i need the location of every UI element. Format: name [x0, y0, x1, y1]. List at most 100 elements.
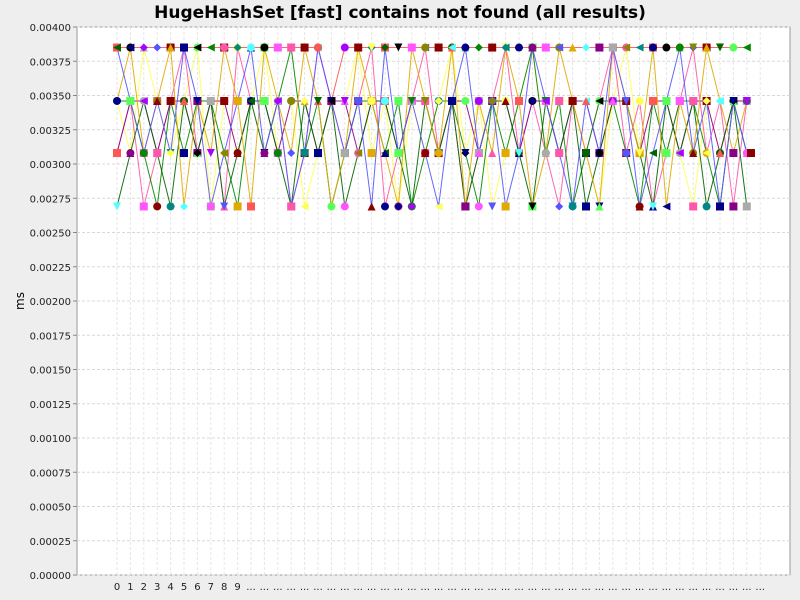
y-tick-label: 0.00000 — [30, 571, 71, 582]
x-tick-label: 9 — [234, 582, 240, 593]
data-point — [300, 149, 309, 158]
data-point — [474, 202, 483, 211]
data-point — [742, 202, 751, 211]
data-point — [448, 43, 456, 52]
x-tick-label: ... — [595, 582, 605, 593]
data-point — [729, 96, 738, 105]
x-tick-label: ... — [755, 582, 765, 593]
x-tick-label: ... — [608, 582, 618, 593]
x-tick-label: ... — [702, 582, 712, 593]
data-point — [742, 96, 751, 105]
data-point — [220, 202, 229, 211]
data-point — [260, 43, 269, 52]
data-point — [381, 96, 389, 105]
x-tick-label: ... — [662, 582, 672, 593]
data-point — [662, 149, 671, 158]
data-point — [515, 149, 523, 158]
x-tick-label: 8 — [221, 582, 227, 593]
data-point — [582, 149, 590, 158]
x-tick-label: ... — [688, 582, 698, 593]
data-point — [555, 43, 564, 52]
data-point — [113, 149, 121, 158]
x-tick-label: ... — [461, 582, 471, 593]
data-point — [434, 96, 443, 105]
data-point — [394, 202, 403, 211]
series-line — [116, 47, 748, 207]
data-point — [582, 43, 590, 52]
data-point — [153, 96, 162, 105]
data-point — [233, 43, 242, 52]
x-tick-label: ... — [541, 582, 551, 593]
y-tick-label: 0.00175 — [30, 331, 71, 342]
x-tick-label: ... — [434, 582, 444, 593]
data-point — [407, 202, 416, 211]
data-point — [193, 96, 202, 105]
data-point — [367, 96, 376, 105]
x-tick-label: 6 — [194, 582, 200, 593]
x-tick-label: ... — [487, 582, 497, 593]
data-point — [689, 96, 698, 105]
data-point — [675, 149, 684, 158]
data-point — [528, 96, 537, 105]
data-point — [515, 96, 523, 105]
data-point — [742, 43, 751, 52]
grid-lines — [77, 26, 790, 576]
x-tick-label: ... — [648, 582, 658, 593]
data-point — [434, 43, 443, 52]
data-point — [340, 202, 349, 211]
data-point — [649, 149, 657, 158]
data-point — [139, 149, 148, 158]
data-point — [381, 43, 389, 52]
data-point — [340, 149, 349, 158]
data-point — [193, 149, 202, 158]
data-point — [568, 96, 577, 105]
data-point — [394, 43, 403, 52]
data-point — [273, 43, 282, 52]
data-point — [113, 96, 121, 105]
chart-title: HugeHashSet [fast] contains not found (a… — [154, 3, 646, 23]
data-point — [340, 43, 349, 52]
data-point — [662, 96, 671, 105]
data-point — [555, 149, 564, 158]
y-tick-label: 0.00300 — [30, 160, 71, 171]
data-point — [233, 202, 242, 211]
data-point — [747, 149, 755, 158]
data-point — [515, 43, 523, 52]
data-point — [434, 202, 443, 211]
data-point — [488, 43, 497, 52]
data-point — [206, 202, 215, 211]
data-point — [180, 149, 188, 158]
x-tick-label: 2 — [141, 582, 147, 593]
data-point — [381, 149, 389, 158]
data-point — [394, 96, 403, 105]
data-point — [716, 96, 724, 105]
x-tick-label: ... — [729, 582, 739, 593]
y-tick-label: 0.00400 — [30, 23, 71, 34]
data-point — [421, 43, 430, 52]
data-point — [407, 43, 416, 52]
data-point — [702, 43, 711, 52]
data-point — [354, 43, 363, 52]
data-point — [153, 43, 162, 52]
data-point — [220, 96, 229, 105]
data-point — [689, 43, 698, 52]
data-point — [729, 202, 738, 211]
x-tick-label: ... — [367, 582, 377, 593]
data-point — [287, 149, 296, 158]
x-tick-label: ... — [568, 582, 578, 593]
data-point — [166, 96, 175, 105]
y-axis: 0.00000 0.00025 0.00050 0.00075 0.00100 0.001… — [30, 23, 77, 582]
data-point — [139, 202, 148, 211]
data-point — [180, 96, 188, 105]
data-point — [595, 202, 604, 211]
data-point — [126, 96, 135, 105]
data-point — [595, 43, 604, 52]
data-point — [555, 202, 564, 211]
data-point — [461, 149, 470, 158]
y-tick-label: 0.00075 — [30, 468, 71, 479]
data-point — [260, 149, 269, 158]
x-tick-label: ... — [300, 582, 310, 593]
data-point — [568, 43, 577, 52]
data-point — [716, 202, 724, 211]
data-point — [394, 149, 403, 158]
